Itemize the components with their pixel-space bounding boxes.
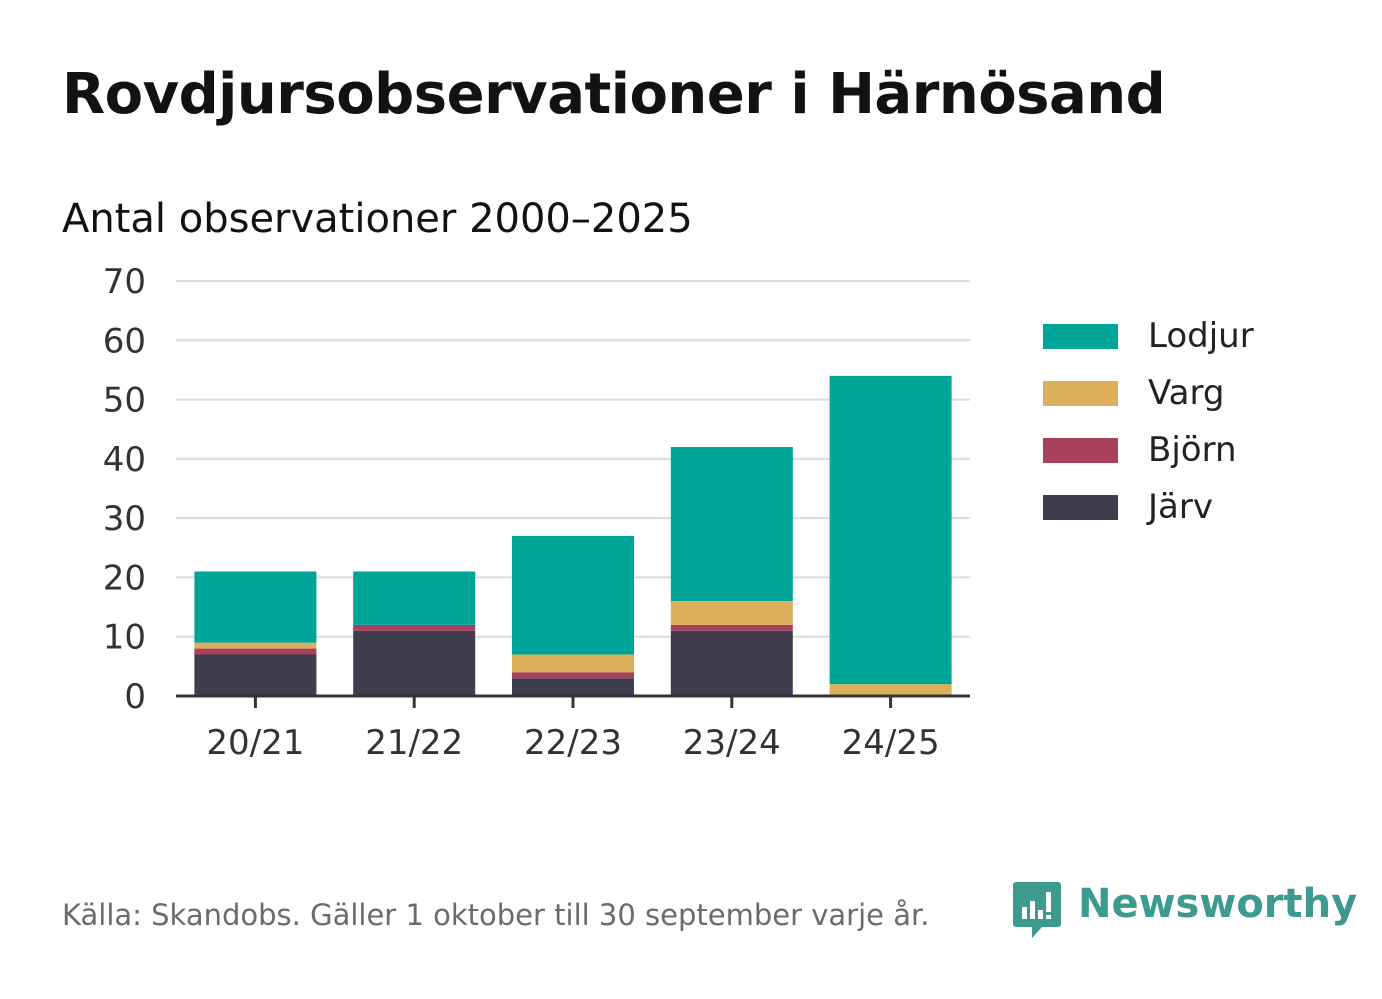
bars [194,375,952,696]
chart-title: Rovdjursobservationer i Härnösand [62,62,1166,127]
legend-item-j-rv: Järv [1043,487,1343,527]
y-axis-ticks: 0 10 20 30 40 50 60 70 [103,262,146,717]
brand-name: Newsworthy [1078,881,1358,927]
bar-segment-bj-rn [670,624,793,631]
x-tick-label: 20/21 [206,723,304,763]
legend-label: Järv [1148,487,1213,527]
x-tick-label: 24/25 [842,723,940,763]
y-tick-label: 0 [124,677,146,717]
y-tick-label: 60 [103,321,146,361]
bar-segment-varg [829,684,952,696]
bar-segment-j-rv [512,678,634,696]
legend-label: Lodjur [1148,316,1254,356]
y-tick-label: 50 [103,381,146,421]
bar-segment-bj-rn [512,672,634,679]
y-tick-label: 20 [103,558,146,598]
legend-swatch [1043,381,1118,406]
bar-segment-lodjur [512,535,634,655]
x-axis-ticks: 20/21 21/22 22/23 23/24 24/25 [206,696,940,763]
bar-segment-lodjur [670,447,793,602]
bar-segment-lodjur [353,571,476,625]
bar-segment-j-rv [353,630,476,696]
bar-segment-varg [194,642,317,649]
x-tick-label: 21/22 [365,723,463,763]
y-tick-label: 70 [103,262,146,302]
legend-item-varg: Varg [1043,373,1343,413]
y-tick-label: 40 [103,440,146,480]
legend-label: Varg [1148,373,1225,413]
chart-subtitle: Antal observationer 2000–2025 [62,196,693,242]
bar-segment-j-rv [670,630,793,696]
x-tick-label: 22/23 [524,723,622,763]
y-tick-label: 10 [103,618,146,658]
source-note: Källa: Skandobs. Gäller 1 oktober till 3… [62,898,930,932]
legend-item-lodjur: Lodjur [1043,316,1343,356]
legend-label: Björn [1148,430,1237,470]
legend-swatch [1043,324,1118,349]
bar-segment-lodjur [829,375,952,685]
bar-segment-j-rv [194,654,317,696]
bar-segment-varg [670,601,793,625]
bar-segment-lodjur [194,571,317,643]
bar-segment-bj-rn [353,624,476,631]
legend-swatch [1043,438,1118,463]
legend-item-bj-rn: Björn [1043,430,1343,470]
bar-segment-varg [512,654,634,673]
legend-swatch [1043,495,1118,520]
y-tick-label: 30 [103,499,146,539]
bar-segment-bj-rn [194,648,317,655]
x-tick-label: 23/24 [683,723,781,763]
newsworthy-chat-bar-icon [1013,882,1061,938]
